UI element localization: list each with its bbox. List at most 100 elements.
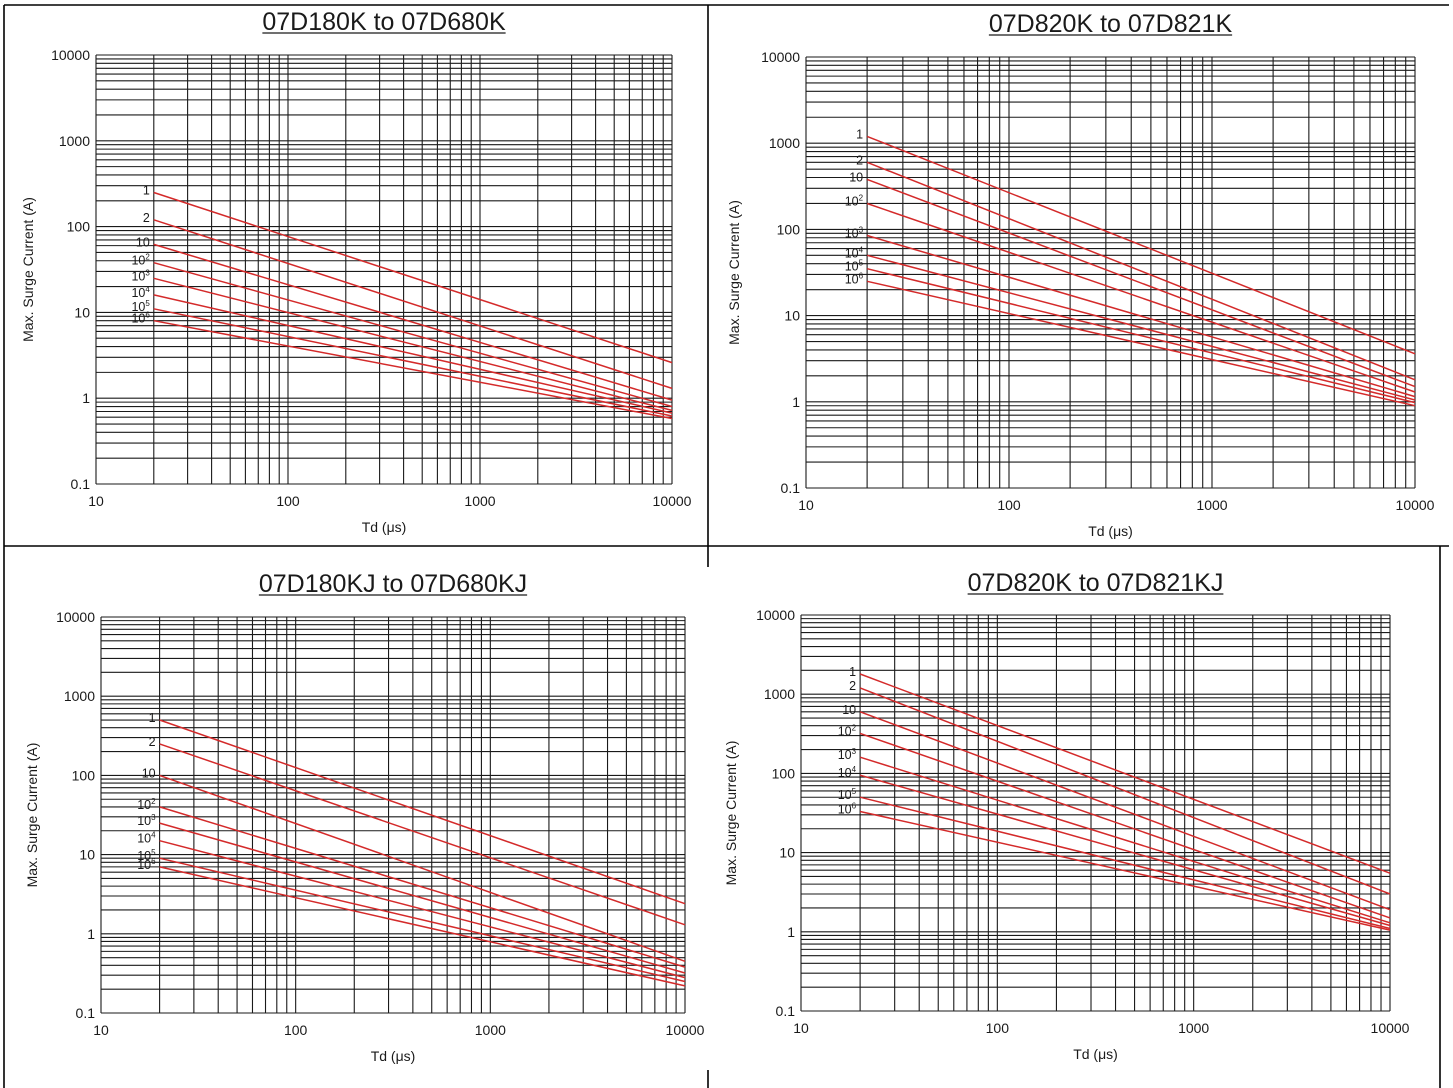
chart-title: 07D820K to 07D821K bbox=[989, 10, 1233, 38]
series-label-base: 10 bbox=[845, 260, 859, 274]
y-tick-label: 10 bbox=[79, 847, 95, 863]
y-tick-label: 1000 bbox=[64, 688, 95, 704]
series-line bbox=[866, 178, 1416, 388]
series-line bbox=[866, 202, 1416, 393]
series-line bbox=[153, 191, 673, 364]
series-label: 105 bbox=[137, 848, 156, 863]
series-label-exponent: 3 bbox=[145, 268, 150, 277]
series-label-base: 10 bbox=[142, 766, 156, 780]
series-label: 2 bbox=[149, 735, 156, 749]
x-tick-label: 10 bbox=[88, 493, 104, 509]
series-line bbox=[859, 774, 1391, 927]
series-label-base: 10 bbox=[137, 849, 151, 863]
series-label-exponent: 2 bbox=[852, 723, 857, 732]
x-tick-label: 10 bbox=[793, 1020, 809, 1036]
series-line bbox=[859, 756, 1391, 924]
series-label-base: 10 bbox=[849, 170, 863, 184]
x-tick-label: 10 bbox=[798, 497, 814, 513]
y-tick-label: 1 bbox=[87, 926, 95, 942]
y-axis-label: Max. Surge Current (A) bbox=[20, 197, 36, 342]
series-label-base: 10 bbox=[131, 300, 145, 314]
x-tick-label: 100 bbox=[276, 493, 300, 509]
series-label: 1 bbox=[849, 665, 856, 679]
y-tick-label: 10 bbox=[784, 308, 800, 324]
series-label-exponent: 4 bbox=[852, 765, 857, 774]
series-line bbox=[153, 294, 673, 414]
y-tick-label: 10000 bbox=[761, 49, 800, 65]
series-label-base: 2 bbox=[856, 153, 863, 167]
y-tick-label: 10 bbox=[74, 304, 90, 320]
y-tick-label: 100 bbox=[772, 765, 796, 781]
series-label-base: 10 bbox=[131, 269, 145, 283]
x-tick-label: 100 bbox=[986, 1020, 1010, 1036]
series-label-exponent: 6 bbox=[145, 311, 150, 320]
series-label-exponent: 4 bbox=[145, 285, 150, 294]
series-label: 2 bbox=[143, 211, 150, 225]
series-line bbox=[159, 806, 686, 968]
series-label-exponent: 5 bbox=[151, 848, 156, 857]
series-line bbox=[866, 267, 1416, 404]
series-label-base: 10 bbox=[845, 226, 859, 240]
x-tick-label: 10000 bbox=[653, 493, 692, 509]
series-label: 2 bbox=[849, 679, 856, 693]
series-line bbox=[153, 308, 673, 417]
series-label-exponent: 6 bbox=[151, 857, 156, 866]
series-label: 102 bbox=[137, 797, 156, 812]
y-tick-label: 100 bbox=[67, 219, 91, 235]
series-label: 103 bbox=[131, 268, 150, 283]
y-tick-label: 1000 bbox=[769, 135, 800, 151]
series-label: 1 bbox=[143, 183, 150, 197]
series-label-exponent: 6 bbox=[859, 271, 864, 280]
series-line bbox=[159, 839, 686, 979]
series-label-base: 10 bbox=[838, 748, 852, 762]
series-label: 102 bbox=[845, 193, 864, 208]
series-label-exponent: 2 bbox=[859, 193, 864, 202]
x-axis-label: Td (μs) bbox=[362, 519, 407, 535]
series-line bbox=[859, 687, 1391, 895]
series-label-base: 10 bbox=[838, 803, 852, 817]
y-tick-label: 1 bbox=[82, 390, 90, 406]
series-label-base: 10 bbox=[136, 235, 150, 249]
series-label-exponent: 4 bbox=[151, 831, 156, 840]
series-label: 104 bbox=[845, 245, 864, 260]
series-label: 106 bbox=[838, 802, 857, 817]
series-label-exponent: 5 bbox=[145, 299, 150, 308]
series-label: 102 bbox=[838, 723, 857, 738]
series-label: 104 bbox=[838, 765, 857, 780]
x-tick-label: 100 bbox=[284, 1022, 308, 1038]
chart-panel-07d180kj: 07D180KJ to 07D680KJ 0.1 1 10 100 1000 10000 10… bbox=[24, 570, 705, 1064]
series-line bbox=[859, 673, 1391, 874]
series-label-exponent: 3 bbox=[151, 813, 156, 822]
series-line bbox=[866, 161, 1416, 381]
y-axis-label: Max. Surge Current (A) bbox=[24, 743, 40, 888]
series-label: 10 bbox=[849, 170, 863, 184]
y-tick-label: 1000 bbox=[59, 133, 90, 149]
series-label: 106 bbox=[845, 271, 864, 286]
series-label-base: 1 bbox=[143, 183, 150, 197]
series-label-exponent: 2 bbox=[145, 253, 150, 262]
series-label-base: 10 bbox=[845, 194, 859, 208]
series-label-base: 10 bbox=[838, 724, 852, 738]
y-tick-label: 1 bbox=[787, 924, 795, 940]
y-tick-label: 0.1 bbox=[776, 1003, 796, 1019]
y-tick-label: 1 bbox=[792, 394, 800, 410]
series-line bbox=[159, 866, 686, 987]
series-label-base: 10 bbox=[842, 703, 856, 717]
x-axis-label: Td (μs) bbox=[371, 1048, 416, 1064]
series-line bbox=[159, 743, 686, 926]
series-label-base: 2 bbox=[149, 735, 156, 749]
series-label-base: 1 bbox=[849, 665, 856, 679]
series-line bbox=[866, 280, 1416, 407]
series-label-base: 10 bbox=[131, 286, 145, 300]
series-label: 104 bbox=[131, 285, 150, 300]
series-label: 105 bbox=[838, 787, 857, 802]
panel-frame bbox=[3, 4, 1449, 1088]
series-label-base: 10 bbox=[137, 832, 151, 846]
series-label-base: 10 bbox=[838, 788, 852, 802]
series-label-base: 10 bbox=[137, 798, 151, 812]
series-label: 102 bbox=[131, 253, 150, 268]
series-label-base: 10 bbox=[137, 814, 151, 828]
y-tick-label: 0.1 bbox=[71, 476, 91, 492]
